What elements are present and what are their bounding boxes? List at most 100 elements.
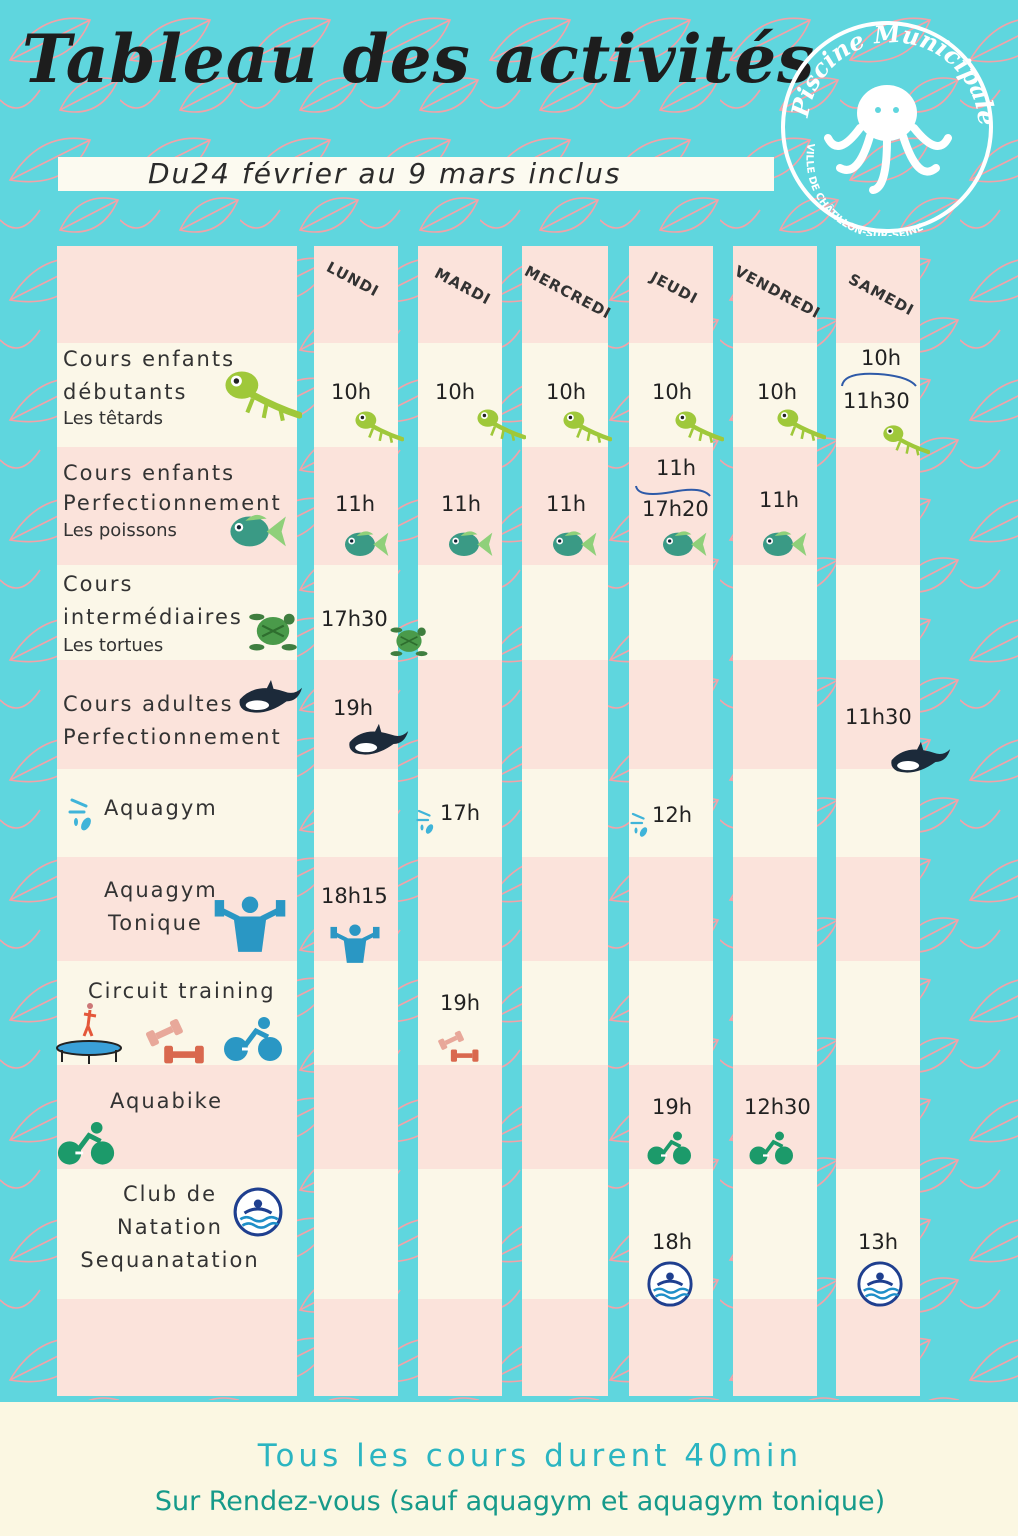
table-cell: [522, 565, 608, 660]
table-cell: [522, 660, 608, 769]
time-r0-mardi: 10h: [435, 380, 476, 404]
dumbbell-icon: [140, 1015, 206, 1072]
orca-icon: [236, 678, 304, 723]
time-r7-vendredi: 12h30: [744, 1095, 811, 1119]
turtle-icon: [388, 620, 430, 666]
bike-icon: [748, 1130, 796, 1170]
table-cell: [418, 343, 502, 447]
fish-icon: [340, 526, 390, 565]
swoosh-icon: [635, 485, 711, 497]
time-r7-jeudi: 19h: [652, 1095, 693, 1119]
table-cell: [733, 565, 817, 660]
table-cell: [629, 565, 713, 660]
table-cell: [418, 660, 502, 769]
swimmer-icon: [232, 1186, 284, 1242]
lizard-icon: [220, 366, 303, 427]
page-title: Tableau des activités: [22, 20, 816, 98]
time-r0-mercredi: 10h: [546, 380, 587, 404]
table-cell: [629, 660, 713, 769]
orca-icon: [346, 722, 410, 764]
table-cell: [418, 961, 502, 1065]
fish-icon: [548, 526, 598, 565]
swimmer-icon: [646, 1260, 694, 1312]
table-cell: [314, 565, 398, 660]
time-r1-jeudi-b: 17h20: [642, 497, 709, 521]
table-cell: [733, 857, 817, 961]
splash-icon: [416, 805, 446, 839]
activity-label: Cours adultes Perfectionnement: [63, 692, 282, 749]
splash-icon: [68, 792, 108, 836]
dumbbell-icon: [434, 1028, 480, 1069]
table-cell: [733, 961, 817, 1065]
time-r1-vendredi: 11h: [759, 488, 800, 512]
time-r1-jeudi-a: 11h: [656, 456, 697, 480]
table-cell: [418, 1299, 502, 1396]
octopus-icon: Piscine Municipale VILLE DE CHÂTILLON-SU…: [781, 19, 996, 236]
table-cell: [836, 857, 920, 961]
table-cell: [57, 246, 297, 343]
table-cell: [314, 1065, 398, 1169]
table-cell: [522, 769, 608, 857]
table-cell: [418, 769, 502, 857]
table-cell: [314, 1169, 398, 1299]
activity-label: Aquabike: [110, 1089, 224, 1113]
lizard-icon: [774, 406, 827, 446]
table-cell: [522, 1299, 608, 1396]
time-r4-jeudi: 12h: [652, 803, 693, 827]
table-cell: [57, 769, 297, 857]
time-r6-mardi: 19h: [440, 991, 481, 1015]
table-cell: [522, 961, 608, 1065]
table-cell: [522, 1169, 608, 1299]
table-cell: [836, 961, 920, 1065]
date-range: Du24 février au 9 mars inclus: [148, 157, 622, 190]
activity-label: Cours enfants Perfectionnement Les poisson…: [63, 461, 282, 541]
activity-label: Circuit training: [88, 979, 276, 1003]
lizard-icon: [560, 408, 613, 448]
time-r8-jeudi: 18h: [652, 1230, 693, 1254]
orca-icon: [888, 740, 952, 782]
splash-icon: [630, 808, 660, 842]
table-cell: [836, 1299, 920, 1396]
time-r0-jeudi: 10h: [652, 380, 693, 404]
time-r1-mardi: 11h: [441, 492, 482, 516]
table-cell: [314, 246, 398, 343]
table-cell: [57, 660, 297, 769]
table-cell: [836, 769, 920, 857]
table-cell: [418, 857, 502, 961]
table-cell: [836, 1065, 920, 1169]
table-cell: [836, 447, 920, 565]
time-r4-mardi: 17h: [440, 801, 481, 825]
swimmer-icon: [856, 1260, 904, 1312]
table-cell: [314, 769, 398, 857]
time-r5-lundi: 18h15: [321, 884, 388, 908]
activity-label: Aquagym: [104, 796, 218, 820]
table-cell: [836, 565, 920, 660]
table-cell: [314, 961, 398, 1065]
weightlifter-icon: [330, 922, 380, 969]
swoosh-icon: [841, 372, 917, 387]
fish-icon: [658, 526, 708, 565]
time-r8-samedi: 13h: [858, 1230, 899, 1254]
table-cell: [733, 769, 817, 857]
time-r2-lundi: 17h30: [321, 607, 388, 631]
table-cell: [522, 246, 608, 343]
table-cell: [733, 1299, 817, 1396]
turtle-icon: [246, 604, 300, 662]
time-r0-samedi-b: 11h30: [843, 389, 910, 413]
time-r0-vendredi: 10h: [757, 380, 798, 404]
table-cell: [418, 1169, 502, 1299]
activity-label: Club de Natation Sequanatation: [80, 1182, 260, 1272]
table-cell: [629, 769, 713, 857]
weightlifter-icon: [214, 893, 286, 958]
table-cell: [522, 343, 608, 447]
table-cell: [733, 1169, 817, 1299]
footer: [0, 1402, 1018, 1536]
fish-icon: [444, 526, 494, 565]
bike-icon: [646, 1130, 694, 1170]
time-r3-samedi: 11h30: [845, 705, 912, 729]
table-cell: [418, 1065, 502, 1169]
table-cell: [836, 660, 920, 769]
table-cell: [418, 565, 502, 660]
table-cell: [733, 246, 817, 343]
time-r0-lundi: 10h: [331, 380, 372, 404]
